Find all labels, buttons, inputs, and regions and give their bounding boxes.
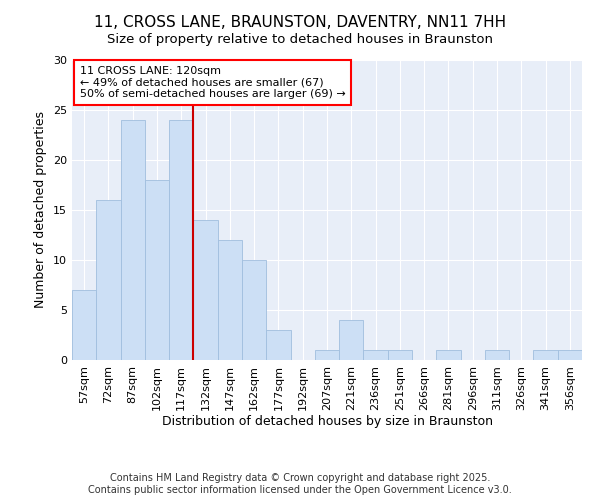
Text: Size of property relative to detached houses in Braunston: Size of property relative to detached ho… <box>107 32 493 46</box>
Bar <box>485 350 509 360</box>
Text: 11, CROSS LANE, BRAUNSTON, DAVENTRY, NN11 7HH: 11, CROSS LANE, BRAUNSTON, DAVENTRY, NN1… <box>94 15 506 30</box>
Bar <box>242 260 266 360</box>
Bar <box>315 350 339 360</box>
Bar <box>169 120 193 360</box>
Bar <box>193 220 218 360</box>
Bar <box>72 290 96 360</box>
Bar <box>121 120 145 360</box>
Y-axis label: Number of detached properties: Number of detached properties <box>34 112 47 308</box>
Bar <box>339 320 364 360</box>
Bar <box>266 330 290 360</box>
Bar <box>96 200 121 360</box>
Text: Contains HM Land Registry data © Crown copyright and database right 2025.
Contai: Contains HM Land Registry data © Crown c… <box>88 474 512 495</box>
Bar <box>218 240 242 360</box>
Text: 11 CROSS LANE: 120sqm
← 49% of detached houses are smaller (67)
50% of semi-deta: 11 CROSS LANE: 120sqm ← 49% of detached … <box>80 66 346 99</box>
Bar <box>388 350 412 360</box>
Bar <box>533 350 558 360</box>
Bar <box>436 350 461 360</box>
Bar <box>558 350 582 360</box>
Bar <box>364 350 388 360</box>
Bar <box>145 180 169 360</box>
X-axis label: Distribution of detached houses by size in Braunston: Distribution of detached houses by size … <box>161 416 493 428</box>
